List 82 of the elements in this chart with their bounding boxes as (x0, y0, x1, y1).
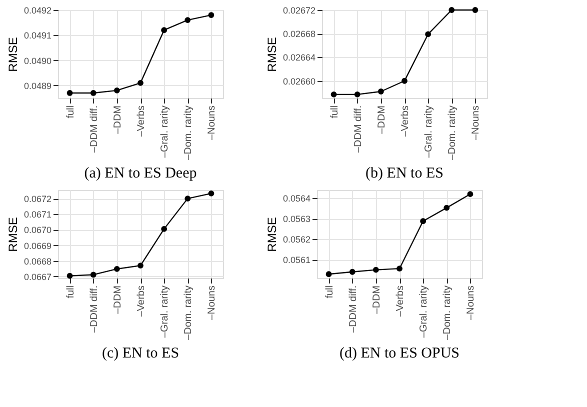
x-tick-label: –DDM diff. (88, 106, 100, 153)
x-tick-label: –Nouns (470, 106, 482, 140)
point (138, 262, 144, 268)
x-tick-label: –DDM (371, 286, 382, 314)
x-tick-label: –Gral. rarity (160, 106, 171, 158)
y-tick-label: 0.02668 (282, 29, 316, 40)
point (161, 27, 168, 34)
point (208, 190, 214, 196)
point (425, 31, 432, 38)
point (402, 78, 408, 84)
x-tick-label: –Gral. rarity (418, 286, 430, 338)
point (161, 226, 168, 232)
y-tick-label: 0.0564 (282, 194, 310, 204)
x-tick-label: –Verbs (395, 286, 406, 317)
x-tick-label: –Verbs (400, 106, 411, 137)
y-tick-label: 0.0563 (282, 214, 310, 224)
x-tick-label: –Dom. rarity (183, 106, 194, 160)
y-axis-title: RMSE (264, 37, 279, 72)
y-tick-label: 0.02660 (282, 76, 316, 86)
x-tick-label: –DDM (112, 286, 124, 314)
y-tick-label: 0.0671 (24, 210, 52, 220)
point (114, 88, 120, 94)
point (138, 80, 144, 86)
y-tick-label: 0.02664 (282, 52, 316, 63)
x-tick-label: –Verbs (136, 106, 147, 137)
x-tick-label: –Nouns (466, 286, 477, 320)
point (184, 17, 191, 24)
x-tick-label: –DDM (112, 106, 124, 134)
y-tick-label: 0.0562 (282, 234, 310, 245)
point (444, 204, 450, 211)
y-tick-label: 0.0561 (282, 255, 310, 266)
x-tick-label: –Dom. rarity (183, 286, 194, 340)
x-tick-label: –DDM (376, 106, 388, 134)
x-tick-label: full (65, 286, 76, 298)
x-tick-label: –Nouns (206, 286, 218, 320)
point (448, 7, 455, 13)
x-tick-label: –DDM diff. (348, 286, 359, 333)
point (114, 266, 120, 272)
point (208, 12, 214, 18)
y-tick-label: 0.0668 (24, 256, 52, 266)
x-tick-label: full (329, 106, 340, 118)
x-tick-label: –DDM diff. (352, 106, 364, 153)
point (326, 271, 332, 278)
x-tick-label: –Dom. rarity (442, 286, 454, 340)
point (184, 196, 191, 202)
point (467, 191, 474, 198)
y-tick-label: 0.0667 (24, 272, 52, 282)
point (472, 7, 478, 13)
point (90, 272, 96, 278)
point (66, 90, 73, 96)
y-tick-label: 0.02672 (282, 6, 316, 16)
y-tick-label: 0.0492 (24, 6, 52, 16)
text: (d) EN to ES OPUS (339, 345, 460, 362)
y-tick-label: 0.0670 (24, 225, 52, 236)
point (354, 92, 360, 98)
x-tick-label: full (324, 286, 336, 298)
point (396, 266, 402, 272)
point (330, 92, 337, 98)
x-tick-label: –Gral. rarity (424, 106, 435, 158)
y-tick-label: 0.0490 (24, 56, 52, 66)
point (90, 90, 96, 96)
point (66, 272, 73, 279)
y-tick-label: 0.0489 (24, 80, 52, 91)
point (378, 88, 384, 94)
x-tick-label: –Nouns (206, 106, 218, 140)
point (349, 268, 356, 275)
y-tick-label: 0.0491 (24, 30, 52, 41)
x-tick-label: –Dom. rarity (447, 106, 458, 160)
text: (a) EN to ES Deep (84, 165, 197, 182)
text: (c) EN to ES (102, 345, 180, 362)
x-tick-label: full (65, 106, 76, 118)
y-tick-label: 0.0672 (24, 194, 52, 204)
point (420, 218, 426, 224)
x-tick-label: –Verbs (136, 286, 147, 317)
y-axis-title: RMSE (6, 37, 20, 72)
x-tick-label: –Gral. rarity (160, 286, 171, 338)
y-axis-title: RMSE (6, 217, 20, 252)
point (372, 266, 379, 273)
text: (b) EN to ES (366, 165, 444, 182)
y-axis-title: RMSE (264, 217, 279, 252)
y-tick-label: 0.0669 (24, 240, 52, 251)
x-tick-label: –DDM diff. (88, 286, 100, 333)
